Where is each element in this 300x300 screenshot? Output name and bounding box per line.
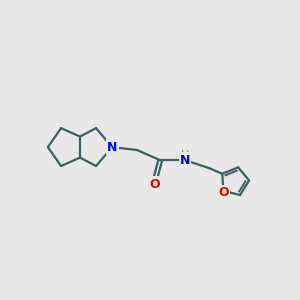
Text: N: N	[107, 141, 117, 154]
Text: H: H	[181, 150, 189, 160]
Text: O: O	[150, 178, 160, 190]
Text: O: O	[218, 186, 229, 199]
Text: N: N	[180, 154, 190, 167]
